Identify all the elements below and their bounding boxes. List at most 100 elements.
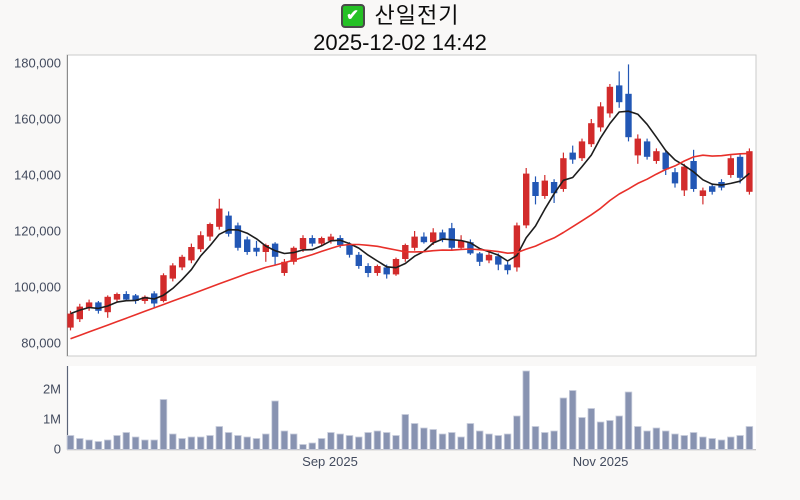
volume-bar: [448, 432, 456, 450]
volume-bar: [662, 430, 670, 450]
volume-bar: [727, 436, 735, 450]
volume-bar: [150, 439, 158, 450]
volume-bar: [689, 432, 698, 450]
volume-bar: [234, 435, 242, 450]
candle-up: [216, 208, 223, 227]
volume-bar: [66, 435, 75, 450]
candle-up: [485, 254, 493, 261]
candle-up: [290, 247, 297, 262]
volume-bar: [494, 435, 502, 450]
candle-up: [578, 141, 586, 159]
candle-down: [569, 152, 576, 160]
volume-bar: [634, 426, 642, 450]
price-plot-area[interactable]: [66, 54, 757, 357]
price-tick-label: 80,000: [21, 336, 61, 351]
volume-bar: [429, 429, 437, 450]
volume-bar: [355, 436, 363, 450]
chart-datetime: 2025-12-02 14:42: [313, 30, 487, 55]
candle-up: [411, 236, 418, 248]
volume-bar: [643, 430, 651, 450]
candle-up: [746, 151, 753, 192]
volume-bar: [85, 439, 93, 450]
volume-tick-label: 1M: [43, 412, 61, 427]
candle-up: [160, 275, 167, 301]
volume-bar: [178, 438, 186, 450]
volume-bar: [531, 426, 540, 450]
candle-down: [123, 294, 130, 300]
candle-up: [262, 245, 269, 252]
volume-bar: [708, 438, 716, 450]
volume-bar: [308, 442, 316, 450]
candle-up: [197, 235, 204, 250]
volume-bar: [122, 432, 130, 450]
volume-bar: [206, 435, 214, 450]
candle-up: [113, 294, 121, 300]
candle-down: [532, 182, 539, 196]
volume-bar: [559, 397, 568, 450]
volume-bar: [624, 391, 633, 450]
candle-down: [244, 239, 251, 252]
volume-bar: [224, 432, 233, 450]
volume-bar: [317, 438, 326, 450]
volume-bar: [131, 436, 140, 450]
volume-bar: [699, 436, 707, 450]
candle-up: [523, 173, 530, 226]
candle-up: [178, 256, 186, 268]
volume-bar: [262, 433, 270, 450]
volume-bar: [382, 432, 391, 450]
candle-up: [699, 190, 707, 196]
volume-bar: [615, 415, 623, 450]
candle-up: [727, 158, 734, 175]
candle-up: [541, 180, 548, 196]
candle-down: [504, 264, 511, 271]
volume-bar: [736, 435, 744, 450]
candle-up: [299, 238, 307, 250]
candle-down: [476, 253, 483, 262]
volume-bar: [327, 432, 335, 450]
candle-down: [364, 266, 372, 273]
volume-bar: [717, 439, 726, 450]
x-tick-label: Nov 2025: [573, 454, 629, 469]
candle-down: [234, 225, 242, 248]
candle-up: [681, 166, 688, 191]
volume-bar: [280, 430, 289, 450]
candle-down: [225, 215, 232, 234]
candle-up: [457, 240, 465, 248]
candle-up: [76, 306, 83, 320]
volume-bar: [169, 433, 177, 450]
candle-down: [309, 238, 316, 244]
candle-down: [662, 152, 669, 170]
axis-labels: 180,000 160,000 140,000 120,000 100,000 80,00…: [14, 56, 628, 470]
volume-bar: [299, 444, 307, 450]
volume-bar: [104, 439, 112, 450]
candle-down: [420, 236, 428, 243]
volume-bar: [475, 430, 484, 450]
volume-bar: [550, 430, 558, 450]
volume-bar: [76, 438, 84, 450]
volume-bar: [187, 436, 196, 450]
candle-up: [318, 238, 325, 244]
volume-bar: [392, 435, 400, 450]
volume-bar: [745, 426, 754, 450]
candle-up: [104, 296, 111, 313]
volume-bar: [466, 423, 475, 450]
candle-up: [374, 266, 381, 273]
volume-bar: [215, 426, 223, 450]
candle-up: [141, 296, 149, 301]
candle-down: [132, 295, 139, 301]
candle-up: [634, 138, 641, 156]
candle-up: [392, 259, 400, 275]
candle-down: [439, 232, 446, 240]
candle-down: [337, 238, 344, 245]
volume-bar: [606, 420, 614, 450]
checkbox-checked-icon[interactable]: ✔: [340, 3, 365, 28]
candle-up: [206, 224, 214, 237]
candle-down: [495, 256, 502, 265]
candle-down: [616, 85, 623, 103]
candle-up: [653, 151, 660, 161]
candle-up: [588, 123, 595, 145]
stock-name: 산일전기: [374, 3, 460, 28]
candle-down: [690, 161, 697, 189]
volume-bar: [569, 390, 577, 450]
